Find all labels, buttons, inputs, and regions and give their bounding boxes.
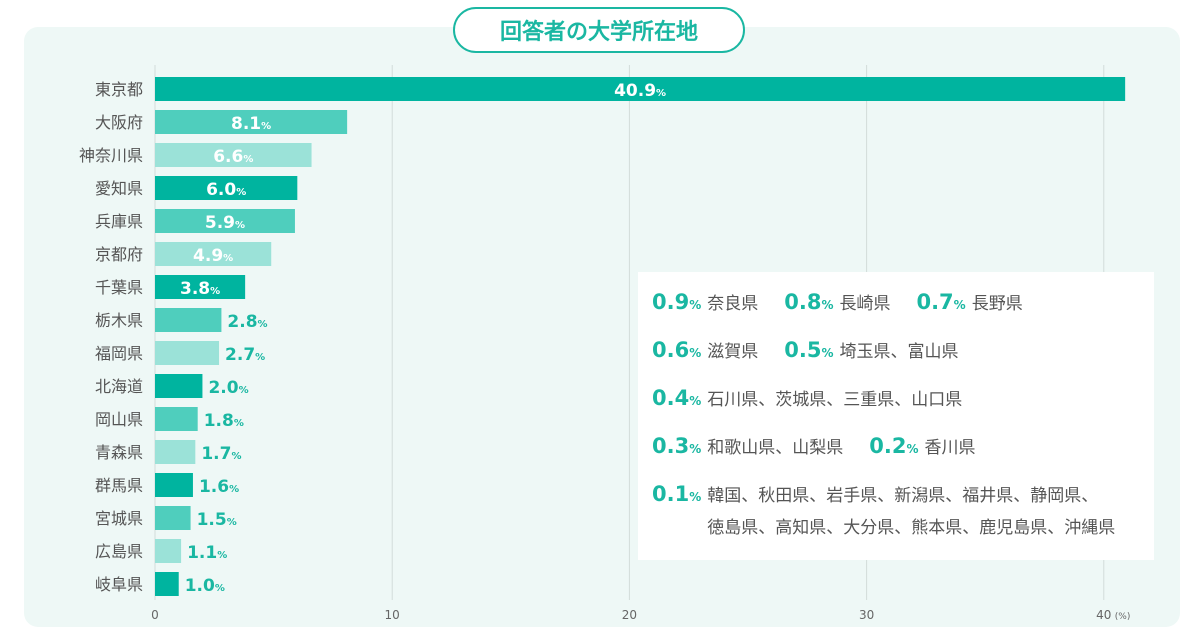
category-label: 神奈川県 — [79, 146, 143, 165]
data-label: 1.6% — [199, 477, 239, 497]
note-group: 0.2% 香川県 — [869, 432, 975, 464]
bar — [155, 506, 191, 530]
note-group: 0.8% 長崎県 — [784, 288, 890, 320]
note-percent: 0.7% — [916, 290, 966, 314]
data-label: 6.6% — [213, 147, 253, 167]
category-label: 大阪府 — [95, 113, 143, 132]
x-tick-label: 40 — [1096, 608, 1111, 622]
note-group: 0.5% 埼玉県、富山県 — [784, 336, 958, 368]
note-percent: 0.9% — [652, 290, 702, 314]
data-label: 2.7% — [225, 345, 265, 365]
bar — [155, 176, 298, 200]
note-places: 石川県、茨城県、三重県、山口県 — [707, 390, 963, 410]
note-row: 0.1% 韓国、秋田県、岩手県、新潟県、福井県、静岡県、 徳島県、高知県、大分県、熊… — [652, 480, 1141, 544]
category-label: 北海道 — [95, 377, 143, 396]
minor-values-box: 0.9% 奈良県 0.8% 長崎県 0.7% 長野県 0.6% 滋賀県 0.5% 埼玉県、富山県 0… — [638, 272, 1154, 560]
note-percent: 0.1% — [652, 482, 702, 506]
note-places: 香川県 — [924, 438, 976, 458]
data-label: 6.0% — [206, 180, 246, 200]
bar — [155, 275, 246, 299]
note-row: 0.4% 石川県、茨城県、三重県、山口県 — [652, 384, 988, 416]
bar — [155, 440, 196, 464]
x-tick-label: 30 — [859, 608, 874, 622]
bar — [155, 341, 220, 365]
data-label: 2.0% — [208, 378, 248, 398]
bar — [155, 473, 193, 497]
data-label: 5.9% — [205, 213, 245, 233]
data-label: 8.1% — [231, 114, 271, 134]
data-label: 1.0% — [185, 576, 225, 596]
category-label: 福岡県 — [95, 344, 143, 363]
category-label: 宮城県 — [95, 509, 143, 528]
data-label: 40.9% — [614, 81, 666, 101]
bar — [155, 539, 182, 563]
bar — [155, 143, 312, 167]
category-label: 京都府 — [95, 245, 143, 264]
bar — [155, 209, 295, 233]
category-label: 岡山県 — [95, 410, 143, 429]
note-places: 埼玉県、富山県 — [839, 342, 959, 362]
data-label: 4.9% — [193, 246, 233, 266]
note-group: 0.3% 和歌山県、山梨県 — [652, 432, 843, 464]
note-row: 0.6% 滋賀県 0.5% 埼玉県、富山県 — [652, 336, 984, 368]
bar — [155, 110, 348, 134]
note-places: 長野県 — [971, 294, 1023, 314]
x-tick-label: 20 — [622, 608, 637, 622]
note-row: 0.9% 奈良県 0.8% 長崎県 0.7% 長野県 — [652, 288, 1049, 320]
note-group: 0.7% 長野県 — [916, 288, 1022, 320]
category-label: 栃木県 — [95, 311, 143, 330]
note-places: 滋賀県 — [707, 342, 759, 362]
note-percent: 0.6% — [652, 338, 702, 362]
category-label: 広島県 — [95, 542, 143, 561]
bar — [155, 77, 1126, 101]
data-label: 1.1% — [187, 543, 227, 563]
bar — [155, 572, 179, 596]
data-label: 3.8% — [180, 279, 220, 299]
category-label: 東京都 — [95, 80, 143, 99]
data-label: 1.7% — [201, 444, 241, 464]
chart-title: 回答者の大学所在地 — [453, 7, 745, 53]
note-group: 0.4% 石川県、茨城県、三重県、山口県 — [652, 384, 962, 416]
note-row: 0.3% 和歌山県、山梨県 0.2% 香川県 — [652, 432, 1001, 464]
category-label: 青森県 — [95, 443, 143, 462]
data-label: 2.8% — [227, 312, 267, 332]
category-label: 群馬県 — [95, 476, 143, 495]
bar — [155, 407, 198, 431]
note-percent: 0.5% — [784, 338, 834, 362]
note-group: 0.9% 奈良県 — [652, 288, 758, 320]
note-percent: 0.3% — [652, 434, 702, 458]
note-group: 0.6% 滋賀県 — [652, 336, 758, 368]
category-label: 千葉県 — [95, 278, 143, 297]
note-places: 韓国、秋田県、岩手県、新潟県、福井県、静岡県、 徳島県、高知県、大分県、熊本県、鹿… — [707, 486, 1116, 538]
x-tick-label: 10 — [385, 608, 400, 622]
bar — [155, 242, 272, 266]
data-label: 1.8% — [204, 411, 244, 431]
category-label: 兵庫県 — [95, 212, 143, 231]
x-tick-label: 0 — [151, 608, 159, 622]
note-percent: 0.4% — [652, 386, 702, 410]
category-label: 愛知県 — [95, 179, 143, 198]
note-percent: 0.8% — [784, 290, 834, 314]
note-places: 和歌山県、山梨県 — [707, 438, 844, 458]
note-places: 奈良県 — [707, 294, 759, 314]
category-label: 岐阜県 — [95, 575, 143, 594]
bar — [155, 374, 203, 398]
x-unit-label: (%) — [1115, 612, 1131, 622]
note-percent: 0.2% — [869, 434, 919, 458]
note-places: 長崎県 — [839, 294, 891, 314]
data-label: 1.5% — [197, 510, 237, 530]
note-group: 0.1% 韓国、秋田県、岩手県、新潟県、福井県、静岡県、 徳島県、高知県、大分県、熊… — [652, 480, 1115, 544]
bar — [155, 308, 222, 332]
